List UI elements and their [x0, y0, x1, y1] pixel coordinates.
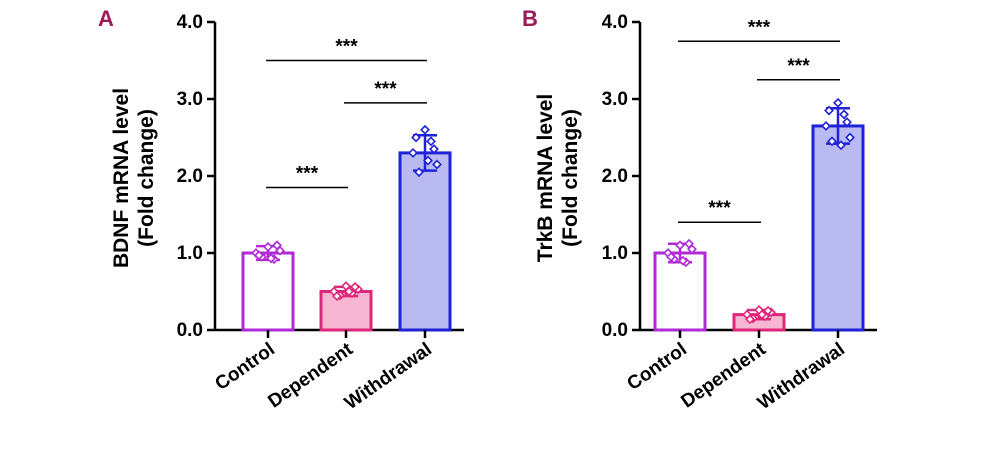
panel-b-y-tick-label: 4.0	[602, 12, 628, 33]
panel-a-data-point-control	[254, 250, 264, 261]
panel-a-data-point-control	[272, 240, 282, 251]
panel-b-y-axis-title-line2: (Fold change)	[559, 109, 582, 247]
panel-a-y-tick-label: 4.0	[177, 12, 203, 33]
panel-a-data-point-withdrawal	[429, 144, 439, 154]
panel-a-data-point-dependent	[344, 286, 354, 297]
panel-a-plot: 0.01.02.03.04.0ControlDependentWithdrawa…	[177, 12, 464, 414]
panel-b-bar-control	[653, 251, 707, 332]
panel-b-significance-label: ***	[748, 17, 771, 38]
panel-a-bar-withdrawal	[398, 151, 452, 332]
panel-a-y-tick-label: 3.0	[177, 89, 203, 110]
panel-a-y-axis-title-line1: BDNF mRNA level	[110, 88, 133, 268]
panel-a-data-point-withdrawal	[411, 132, 421, 143]
panel-a-significance-label: ***	[335, 37, 358, 58]
panel-a-data-point-dependent	[332, 291, 342, 302]
panel-b-data-point-withdrawal	[833, 97, 843, 108]
panel-a-significance-label: ***	[374, 79, 397, 100]
panel-a: A BDNF mRNA level (Fold change) 0.0 1.0 2.…	[98, 6, 464, 414]
panel-b-data-point-dependent	[763, 305, 773, 316]
panel-b-category-label-control: Control	[623, 339, 690, 395]
panel-b-y-tick-label: 3.0	[602, 89, 628, 110]
panel-b-y-axis-title: TrkB mRNA level (Fold change)	[534, 94, 582, 262]
panel-a-bar-control	[241, 251, 295, 332]
panel-a-data-point-control	[266, 253, 276, 264]
panel-a-y-tick-label: 2.0	[177, 166, 203, 187]
panel-a-data-point-withdrawal	[408, 147, 418, 158]
panel-a-y-axis-title-line2: (Fold change)	[135, 109, 158, 247]
panel-a-data-point-withdrawal	[423, 155, 433, 166]
panel-b-data-point-withdrawal	[839, 109, 849, 120]
panel-b-category-label-withdrawal: Withdrawal	[754, 339, 849, 414]
panel-a-significance-label: ***	[296, 164, 319, 185]
panel-b-data-point-withdrawal	[827, 136, 837, 147]
panel-b-y-axis-title-line1: TrkB mRNA level	[534, 94, 557, 262]
panel-a-data-point-dependent	[350, 281, 360, 292]
panel-b-data-point-control	[675, 240, 685, 251]
panel-b-data-point-control	[678, 255, 688, 266]
panel-a-category-label-control: Control	[211, 339, 278, 395]
panel-b-data-point-dependent	[745, 314, 755, 325]
panel-b-bar-withdrawal	[811, 124, 865, 332]
panel-b-y-tick-label: 1.0	[602, 243, 628, 264]
panel-b-data-point-dependent	[757, 309, 767, 320]
panel-b-data-point-control	[666, 251, 676, 262]
panel-a-data-point-withdrawal	[432, 159, 442, 170]
panel-letter-b: B	[522, 6, 538, 31]
panel-letter-a: A	[98, 6, 114, 31]
panel-a-data-point-withdrawal	[426, 136, 436, 147]
panel-a-y-axis-title: BDNF mRNA level (Fold change)	[110, 88, 158, 268]
panel-b-data-point-control	[684, 238, 694, 249]
panel-a-data-point-withdrawal	[414, 167, 424, 178]
panel-b-data-point-withdrawal	[842, 117, 852, 128]
panel-b-data-point-withdrawal	[845, 132, 855, 143]
panel-b-data-point-withdrawal	[836, 140, 846, 151]
panel-b-significance-label: ***	[708, 198, 731, 219]
panel-a-data-point-withdrawal	[420, 124, 430, 135]
panel-b-y-tick-label: 2.0	[602, 166, 628, 187]
panel-a-y-tick-label: 0.0	[177, 320, 203, 341]
panel-a-data-point-control	[263, 241, 273, 252]
panel-b-significance-label: ***	[787, 56, 810, 77]
panel-b-plot: 0.01.02.03.04.0ControlDependentWithdrawa…	[602, 12, 877, 414]
panel-b-data-point-withdrawal	[821, 121, 831, 131]
panel-b-y-tick-label: 0.0	[602, 320, 628, 341]
panel-b-data-point-withdrawal	[824, 105, 834, 116]
panel-b: B TrkB mRNA level (Fold change) 0.0 1.0 2.…	[522, 6, 877, 414]
panel-a-category-label-withdrawal: Withdrawal	[341, 339, 436, 414]
panel-a-y-tick-label: 1.0	[177, 243, 203, 264]
